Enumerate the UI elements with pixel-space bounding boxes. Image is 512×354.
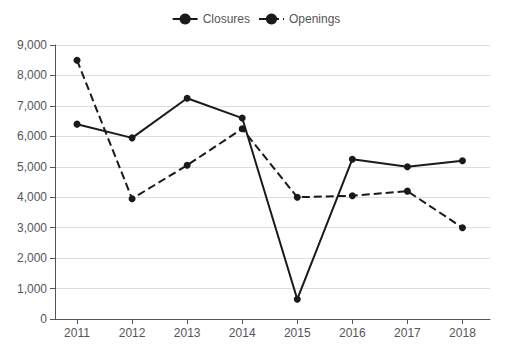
svg-text:2013: 2013 [174,326,201,340]
svg-text:2,000: 2,000 [17,251,47,265]
svg-text:5,000: 5,000 [17,160,47,174]
svg-text:7,000: 7,000 [17,99,47,113]
svg-text:8,000: 8,000 [17,68,47,82]
svg-text:2011: 2011 [64,326,90,340]
svg-text:Closures: Closures [203,12,250,26]
svg-text:4,000: 4,000 [17,190,47,204]
svg-text:9,000: 9,000 [17,38,47,52]
svg-text:2018: 2018 [449,326,476,340]
svg-text:2014: 2014 [229,326,256,340]
svg-text:1,000: 1,000 [17,282,47,296]
svg-text:6,000: 6,000 [17,129,47,143]
svg-text:2015: 2015 [284,326,311,340]
svg-text:3,000: 3,000 [17,221,47,235]
svg-text:2017: 2017 [394,326,421,340]
svg-text:Openings: Openings [289,12,340,26]
svg-text:2012: 2012 [119,326,146,340]
svg-text:2016: 2016 [339,326,366,340]
svg-text:0: 0 [40,312,47,326]
